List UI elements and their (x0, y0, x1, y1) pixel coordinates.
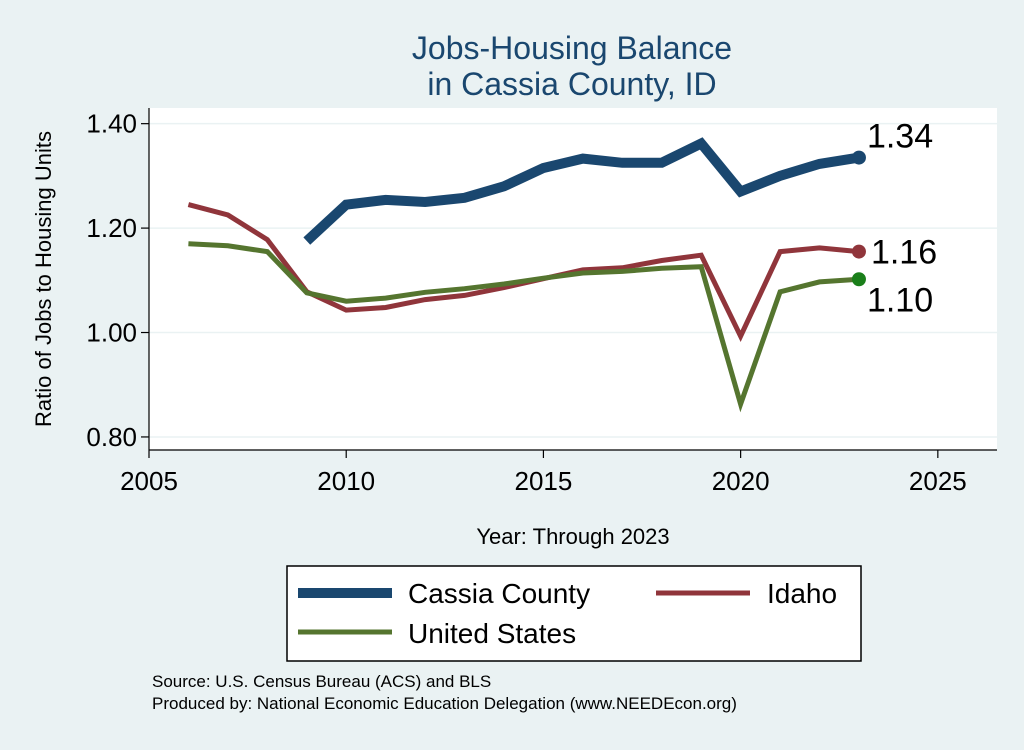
producer-note: Produced by: National Economic Education… (152, 694, 737, 713)
end-marker-united-states (851, 272, 866, 287)
chart-title-line-2: in Cassia County, ID (427, 66, 716, 102)
legend-label-cassia-county: Cassia County (408, 578, 590, 609)
legend-box (286, 565, 862, 662)
x-tick-label: 2015 (514, 466, 572, 496)
y-axis-label: Ratio of Jobs to Housing Units (31, 131, 56, 427)
x-tick-label: 2005 (120, 466, 178, 496)
y-tick-label: 0.80 (86, 422, 137, 452)
x-tick-label: 2025 (909, 466, 967, 496)
grid-lines (149, 122, 997, 438)
x-tick-label: 2010 (317, 466, 375, 496)
series-line-united-states (188, 241, 860, 413)
end-marker-cassia-county (851, 150, 866, 165)
legend-label-united-states: United States (408, 618, 576, 649)
axes: 0.80 1.00 1.20 1.40 2005 2010 2015 2020 2025 (86, 108, 997, 496)
y-tick-label: 1.20 (86, 213, 137, 243)
legend: Cassia County Idaho United States (286, 565, 862, 662)
end-markers: 1.34 1.16 1.10 (851, 118, 937, 319)
source-note: Source: U.S. Census Bureau (ACS) and BLS (152, 672, 491, 691)
x-tick-label: 2020 (712, 466, 770, 496)
legend-label-idaho: Idaho (767, 578, 837, 609)
end-value-label-idaho: 1.16 (871, 234, 937, 272)
series-lines (187, 137, 860, 413)
end-value-label-united-states: 1.10 (867, 281, 933, 319)
y-tick-label: 1.00 (86, 318, 137, 348)
y-tick-label: 1.40 (86, 109, 137, 139)
end-marker-idaho (851, 244, 866, 259)
end-value-label-cassia-county: 1.34 (867, 118, 933, 156)
series-line-cassia-county (303, 137, 860, 245)
chart-title-line-1: Jobs-Housing Balance (412, 30, 732, 66)
x-axis-label: Year: Through 2023 (476, 524, 669, 549)
